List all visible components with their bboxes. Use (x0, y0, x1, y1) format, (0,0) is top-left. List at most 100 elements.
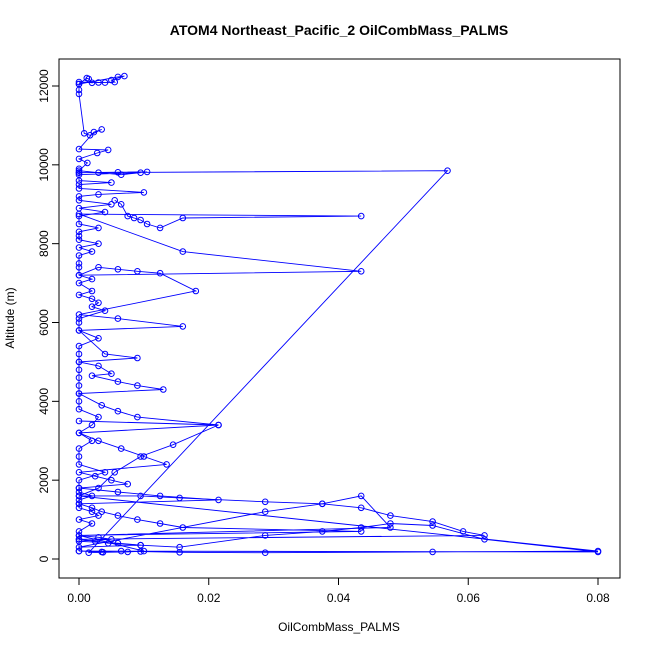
data-point (75, 488, 83, 496)
data-point (117, 201, 125, 208)
data-point (114, 378, 122, 385)
data-point (111, 197, 118, 204)
data-point (156, 520, 164, 527)
data-point (108, 370, 115, 378)
data-point (357, 528, 365, 535)
data-point (75, 212, 83, 220)
data-point (95, 191, 102, 198)
data-point (75, 445, 83, 452)
data-point (124, 480, 131, 488)
data-point (357, 504, 365, 512)
data-point (75, 264, 83, 271)
data-point (101, 79, 109, 86)
data-point (95, 413, 102, 421)
data-point (75, 279, 83, 287)
data-point (108, 476, 115, 484)
data-point (130, 214, 138, 222)
data-point (169, 441, 177, 449)
data-point (95, 240, 102, 247)
data-point (95, 437, 102, 445)
data-point (357, 212, 365, 220)
data-point (75, 228, 83, 236)
data-point (75, 319, 83, 326)
data-point (75, 167, 83, 174)
data-point (75, 210, 83, 218)
data-point (75, 260, 83, 267)
data-point (357, 268, 365, 275)
data-point (75, 536, 83, 543)
data-point (215, 421, 222, 429)
data-point (75, 327, 83, 334)
data-point (75, 417, 83, 425)
data-point (98, 126, 105, 133)
data-point (88, 372, 96, 380)
data-point (88, 520, 96, 527)
data-point (111, 469, 118, 476)
y-tick-label: 12000 (37, 69, 51, 103)
x-tick-label: 0.08 (586, 591, 610, 605)
data-point (121, 72, 128, 80)
data-point (95, 484, 102, 492)
data-point (98, 402, 105, 409)
data-point (98, 508, 105, 516)
x-tick-label: 0.04 (327, 591, 351, 605)
series-line (77, 75, 144, 552)
data-point (134, 268, 141, 275)
y-tick-label: 4000 (37, 388, 51, 415)
data-point (104, 146, 112, 154)
data-point (160, 386, 167, 393)
data-point (429, 548, 436, 556)
data-point (88, 248, 96, 255)
data-point (75, 342, 83, 350)
data-point (75, 504, 83, 512)
data-point (75, 366, 83, 374)
data-point (95, 79, 102, 86)
data-point (75, 358, 83, 366)
data-point (75, 390, 83, 397)
data-point (108, 76, 115, 84)
chart-title: ATOM4 Northeast_Pacific_2 OilCombMass_PA… (170, 22, 508, 38)
data-point (357, 524, 365, 531)
data-point (85, 75, 92, 83)
data-point (111, 78, 118, 86)
data-point (117, 445, 125, 452)
data-point (85, 549, 92, 557)
data-point (75, 453, 83, 460)
data-point (75, 350, 83, 358)
data-point (75, 543, 83, 551)
x-axis: 0.00 0.02 0.04 0.06 0.08 (67, 577, 610, 605)
data-point (80, 130, 88, 137)
data-point (88, 287, 96, 295)
data-point (75, 155, 83, 163)
data-point (75, 311, 83, 318)
data-point (75, 220, 83, 228)
data-point (101, 350, 109, 358)
data-point (88, 303, 96, 311)
data-point (176, 494, 183, 502)
y-axis-label: Altitude (m) (3, 287, 17, 348)
data-point (75, 516, 83, 523)
data-point (137, 541, 144, 549)
data-point (124, 212, 131, 220)
y-tick-label: 8000 (37, 230, 51, 257)
series-line (78, 420, 599, 554)
data-point (156, 224, 164, 232)
data-point (176, 549, 183, 556)
x-axis-label: OilCombMass_PALMS (278, 620, 400, 634)
data-point (108, 179, 115, 186)
data-point (75, 315, 83, 322)
data-point (114, 488, 122, 496)
data-point (75, 492, 83, 500)
data-point (75, 429, 83, 437)
data-point (179, 524, 187, 531)
data-point (84, 159, 91, 167)
data-point (429, 522, 436, 529)
data-point (594, 547, 602, 555)
data-point (114, 315, 122, 322)
data-point (261, 508, 269, 516)
y-tick-label: 10000 (37, 148, 51, 182)
data-point (134, 382, 141, 389)
data-point (179, 323, 187, 330)
data-point (95, 224, 102, 232)
data-point (140, 189, 148, 196)
